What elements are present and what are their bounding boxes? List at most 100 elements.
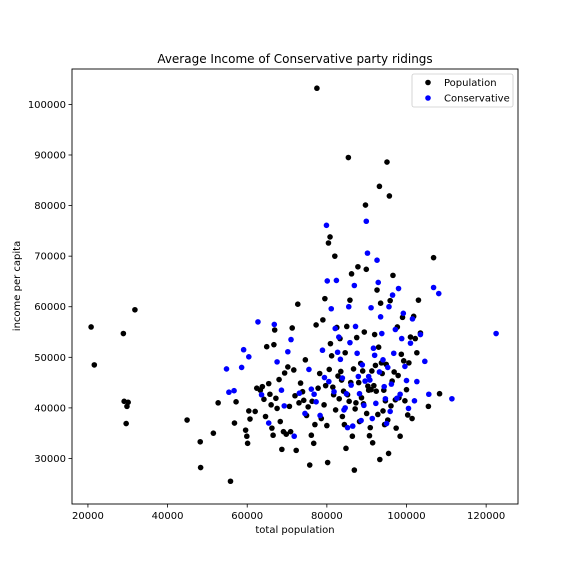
point-population — [296, 400, 302, 406]
point-conservative — [377, 314, 384, 320]
legend-box — [411, 73, 514, 108]
point-conservative — [367, 377, 373, 383]
point-population — [368, 386, 374, 393]
point-population — [268, 402, 274, 408]
point-conservative — [343, 390, 350, 397]
point-conservative — [281, 403, 288, 409]
point-population — [247, 416, 253, 422]
point-population — [314, 85, 320, 92]
point-conservative — [302, 410, 308, 417]
point-conservative — [386, 303, 392, 310]
point-population — [400, 358, 407, 364]
point-conservative — [238, 364, 245, 371]
point-population — [274, 405, 280, 412]
point-conservative — [449, 395, 455, 402]
point-population — [306, 462, 313, 468]
point-conservative — [339, 375, 346, 381]
point-population — [355, 263, 361, 270]
point-population — [369, 368, 375, 374]
point-population — [409, 415, 415, 422]
point-population — [132, 306, 138, 313]
point-population — [276, 376, 282, 383]
point-population — [197, 438, 204, 445]
point-conservative — [422, 358, 428, 365]
point-conservative — [313, 399, 319, 405]
point-population — [375, 411, 381, 418]
point-conservative — [383, 420, 390, 427]
point-population — [308, 432, 315, 439]
point-population — [436, 390, 443, 397]
point-conservative — [373, 400, 379, 407]
point-population — [326, 366, 333, 373]
point-population — [352, 406, 358, 412]
point-population — [377, 456, 383, 463]
point-population — [305, 404, 311, 410]
point-conservative — [384, 364, 391, 371]
point-population — [390, 272, 396, 279]
point-conservative — [426, 391, 432, 398]
point-conservative — [394, 395, 400, 402]
point-conservative — [364, 250, 371, 256]
y-tick-label: 90000 — [34, 150, 66, 161]
legend-label-conservative: Conservative — [444, 94, 510, 105]
point-population — [347, 297, 353, 303]
point-population — [377, 300, 384, 306]
point-population — [363, 266, 370, 273]
point-population — [320, 317, 326, 323]
point-population — [270, 432, 276, 439]
point-population — [376, 183, 383, 190]
point-conservative — [414, 378, 420, 385]
point-conservative — [336, 334, 342, 340]
point-conservative — [332, 325, 339, 332]
point-conservative — [226, 389, 232, 396]
point-population — [355, 379, 362, 386]
point-conservative — [371, 352, 378, 359]
point-conservative — [435, 290, 442, 297]
point-population — [412, 335, 419, 342]
point-population — [292, 392, 298, 399]
point-population — [430, 254, 437, 261]
point-conservative — [223, 366, 230, 372]
point-population — [273, 395, 279, 402]
point-population — [184, 417, 190, 423]
point-population — [373, 388, 380, 395]
x-tick-label: 60000 — [231, 511, 263, 522]
point-conservative — [326, 378, 332, 385]
point-conservative — [369, 415, 376, 422]
point-population — [281, 370, 288, 376]
point-population — [289, 325, 296, 331]
point-conservative — [319, 347, 326, 354]
point-population — [302, 357, 309, 363]
data-points — [88, 85, 499, 485]
point-conservative — [395, 285, 402, 292]
point-conservative — [370, 345, 377, 352]
point-population — [91, 362, 98, 368]
point-population — [293, 447, 299, 454]
point-conservative — [306, 366, 312, 373]
point-population — [346, 398, 352, 405]
point-population — [297, 380, 304, 386]
y-tick-label: 80000 — [34, 201, 66, 212]
point-conservative — [374, 257, 380, 263]
point-population — [363, 410, 370, 417]
point-population — [231, 420, 238, 426]
point-conservative — [392, 326, 399, 333]
point-population — [402, 398, 408, 404]
point-conservative — [361, 402, 367, 409]
point-conservative — [390, 350, 397, 357]
y-tick-label: 50000 — [34, 353, 66, 364]
point-conservative — [387, 408, 393, 415]
point-population — [277, 418, 284, 425]
point-population — [294, 301, 301, 308]
point-population — [388, 403, 394, 409]
point-population — [259, 383, 266, 390]
plot-frame — [71, 68, 519, 505]
point-conservative — [265, 420, 272, 426]
point-conservative — [285, 348, 291, 355]
point-conservative — [352, 323, 359, 330]
point-conservative — [328, 305, 335, 312]
point-population — [242, 427, 249, 433]
point-conservative — [417, 331, 424, 338]
point-population — [322, 382, 329, 389]
point-population — [316, 370, 323, 377]
